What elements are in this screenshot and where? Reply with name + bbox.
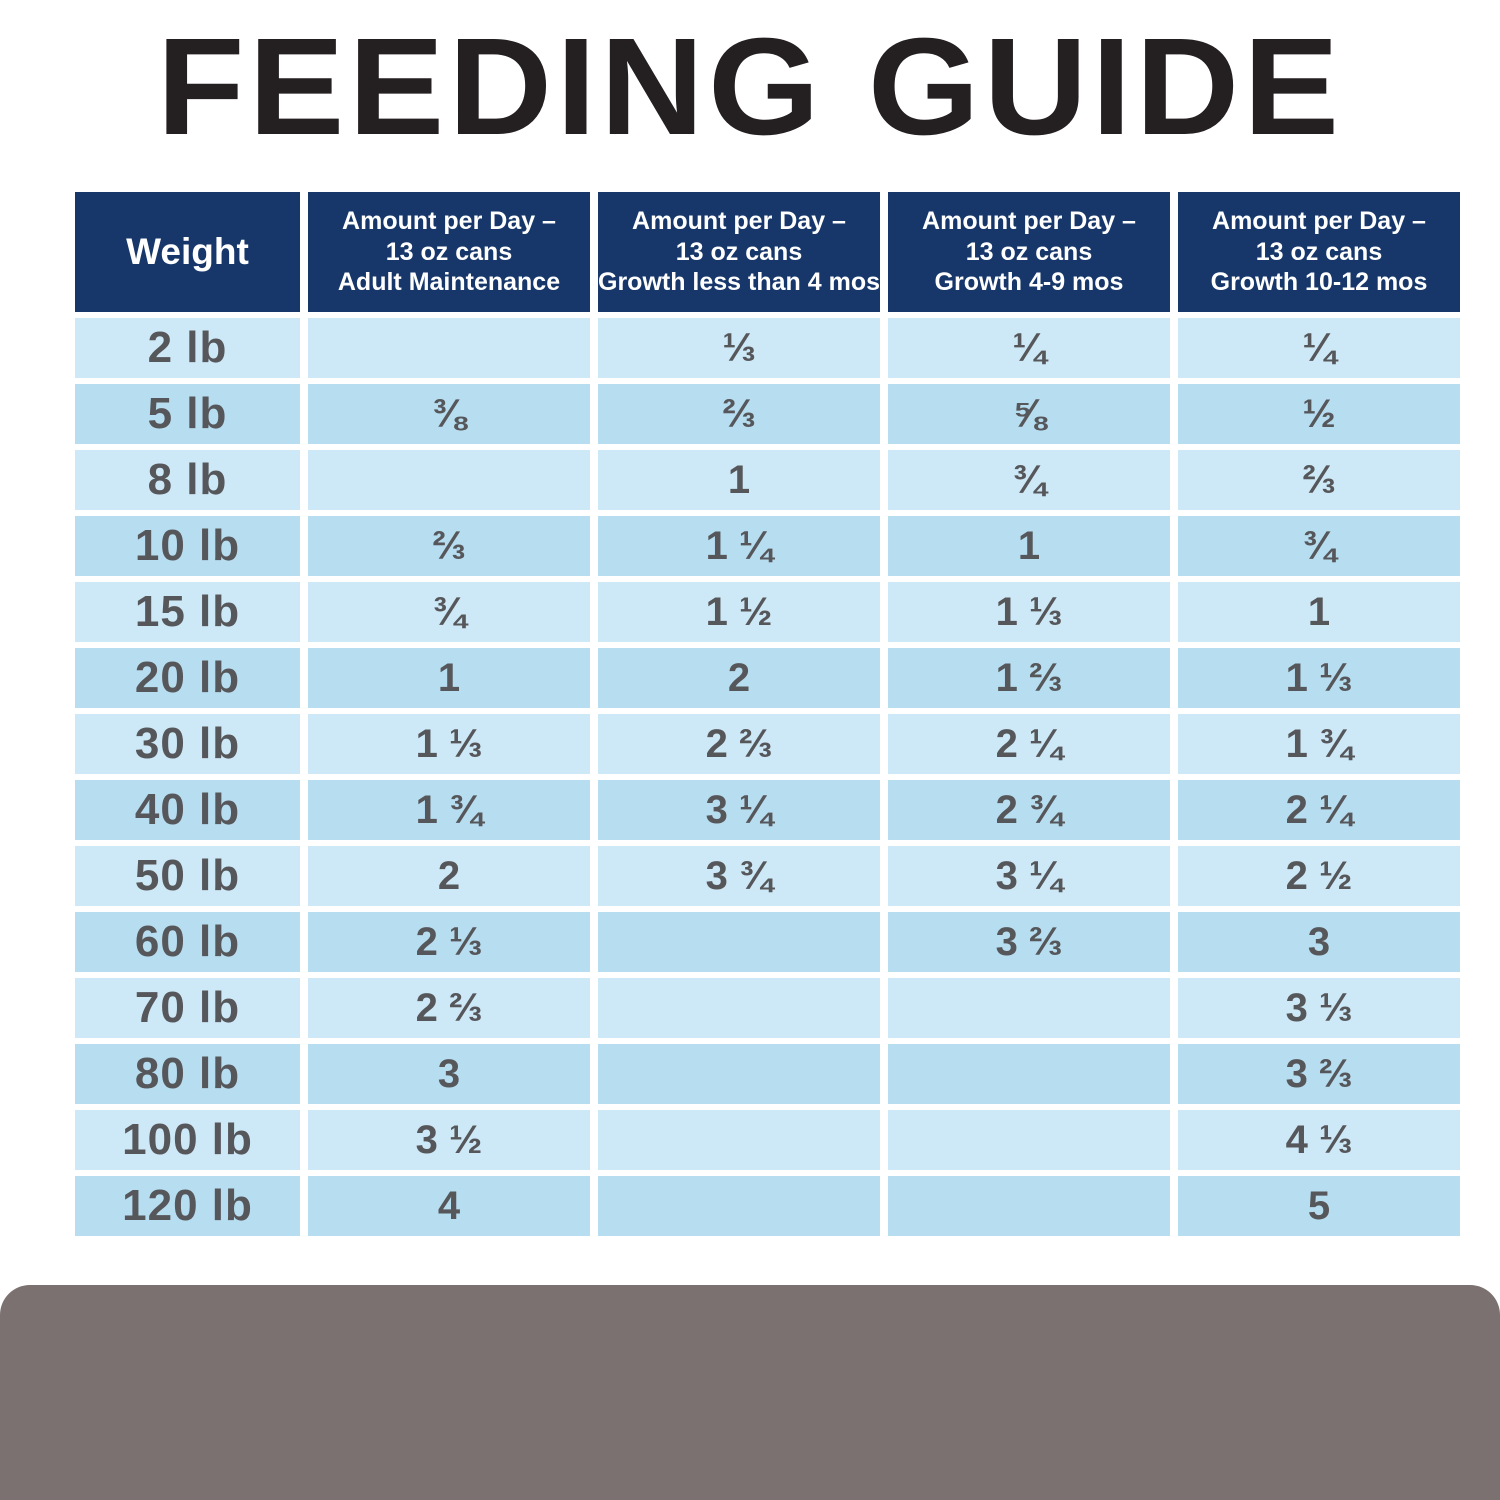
weight-cell: 30 lb: [75, 714, 300, 774]
feeding-table-wrap: Weight Amount per Day –13 oz cans Adult Ma…: [75, 192, 1460, 1236]
weight-cell: 20 lb: [75, 648, 300, 708]
weight-cell: 8 lb: [75, 450, 300, 510]
value-cell: [598, 1110, 880, 1170]
value-cell: ¾: [888, 450, 1170, 510]
value-cell: [888, 1110, 1170, 1170]
value-cell: 3 ¼: [598, 780, 880, 840]
value-cell: 2 ¾: [888, 780, 1170, 840]
value-cell: 2: [598, 648, 880, 708]
value-cell: 4 ⅓: [1178, 1110, 1460, 1170]
value-cell: 3: [1178, 912, 1460, 972]
header-cell-4: Amount per Day –13 oz cans Growth 10-12 m…: [1178, 192, 1460, 312]
weight-cell: 60 lb: [75, 912, 300, 972]
header-cell-weight: Weight: [75, 192, 300, 312]
value-cell: 1: [888, 516, 1170, 576]
value-cell: 3 ⅔: [888, 912, 1170, 972]
value-cell: 1 ⅓: [308, 714, 590, 774]
value-cell: 1 ¼: [598, 516, 880, 576]
value-cell: ⅔: [1178, 450, 1460, 510]
value-cell: [598, 978, 880, 1038]
value-cell: ⅔: [308, 516, 590, 576]
value-cell: ⅜: [308, 384, 590, 444]
value-cell: ¾: [1178, 516, 1460, 576]
value-cell: 2 ⅔: [308, 978, 590, 1038]
value-cell: 3 ⅔: [1178, 1044, 1460, 1104]
value-cell: 2 ¼: [1178, 780, 1460, 840]
value-cell: 3 ¾: [598, 846, 880, 906]
value-cell: 4: [308, 1176, 590, 1236]
header-cell-3: Amount per Day –13 oz cans Growth 4-9 mos: [888, 192, 1170, 312]
value-cell: [888, 1176, 1170, 1236]
value-cell: ¼: [1178, 318, 1460, 378]
value-cell: 1 ½: [598, 582, 880, 642]
value-cell: [598, 912, 880, 972]
value-cell: 2 ⅓: [308, 912, 590, 972]
weight-cell: 40 lb: [75, 780, 300, 840]
value-cell: 5: [1178, 1176, 1460, 1236]
value-cell: 1: [1178, 582, 1460, 642]
value-cell: 3 ¼: [888, 846, 1170, 906]
value-cell: [888, 978, 1170, 1038]
value-cell: ¼: [888, 318, 1170, 378]
value-cell: ⅝: [888, 384, 1170, 444]
value-cell: 1 ⅓: [1178, 648, 1460, 708]
value-cell: 1: [598, 450, 880, 510]
value-cell: 3 ½: [308, 1110, 590, 1170]
weight-cell: 50 lb: [75, 846, 300, 906]
value-cell: 2: [308, 846, 590, 906]
value-cell: ¾: [308, 582, 590, 642]
value-cell: [598, 1176, 880, 1236]
weight-cell: 10 lb: [75, 516, 300, 576]
weight-cell: 15 lb: [75, 582, 300, 642]
value-cell: 1 ¾: [308, 780, 590, 840]
value-cell: [888, 1044, 1170, 1104]
value-cell: ⅔: [598, 384, 880, 444]
value-cell: [308, 450, 590, 510]
header-cell-1: Amount per Day –13 oz cans Adult Maintena…: [308, 192, 590, 312]
weight-cell: 80 lb: [75, 1044, 300, 1104]
weight-cell: 100 lb: [75, 1110, 300, 1170]
value-cell: 3: [308, 1044, 590, 1104]
footer-bar: [0, 1285, 1500, 1500]
weight-cell: 120 lb: [75, 1176, 300, 1236]
value-cell: [308, 318, 590, 378]
value-cell: 1: [308, 648, 590, 708]
weight-cell: 2 lb: [75, 318, 300, 378]
value-cell: 2 ⅔: [598, 714, 880, 774]
header-cell-2: Amount per Day –13 oz cans Growth less th…: [598, 192, 880, 312]
value-cell: 1 ⅔: [888, 648, 1170, 708]
feeding-guide-title: FEEDING GUIDE: [156, 10, 1344, 164]
value-cell: 1 ¾: [1178, 714, 1460, 774]
value-cell: 2 ¼: [888, 714, 1170, 774]
weight-cell: 5 lb: [75, 384, 300, 444]
value-cell: 3 ⅓: [1178, 978, 1460, 1038]
value-cell: 2 ½: [1178, 846, 1460, 906]
value-cell: ⅓: [598, 318, 880, 378]
value-cell: 1 ⅓: [888, 582, 1170, 642]
weight-cell: 70 lb: [75, 978, 300, 1038]
value-cell: [598, 1044, 880, 1104]
value-cell: ½: [1178, 384, 1460, 444]
feeding-table: Weight Amount per Day –13 oz cans Adult Ma…: [75, 192, 1460, 1236]
